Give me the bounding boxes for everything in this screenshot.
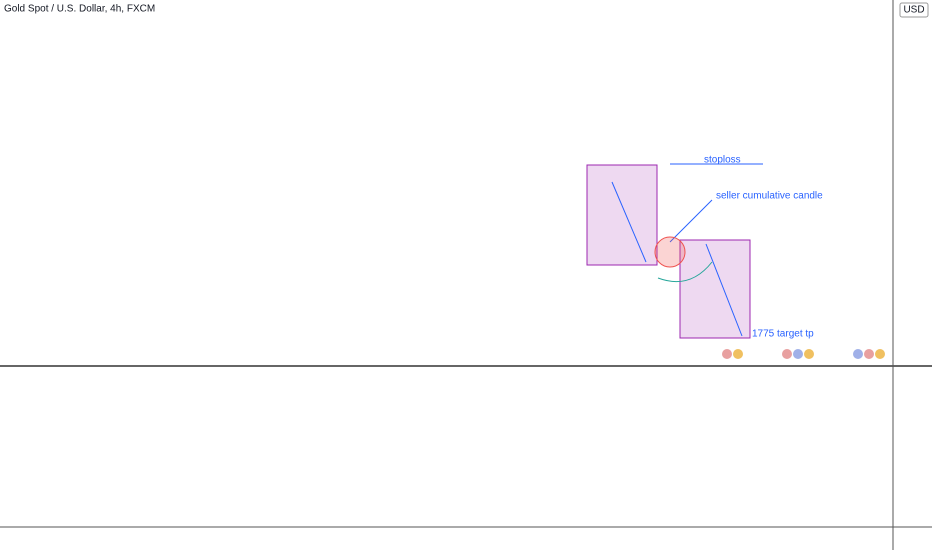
arrow [705, 243, 743, 337]
sell-zone [586, 164, 658, 266]
event-icons [722, 349, 885, 359]
arrow [669, 199, 713, 243]
currency: USD [903, 5, 924, 16]
annotation: 1775 target tp [752, 329, 814, 340]
currency-box [899, 2, 929, 18]
chart-title: Gold Spot / U.S. Dollar, 4h, FXCM [4, 4, 155, 15]
arrow [611, 181, 647, 263]
highlight [654, 236, 686, 268]
annotation: seller cumulative candle [716, 191, 823, 202]
target-zone [679, 239, 751, 339]
curve [657, 261, 713, 283]
annotation: stoploss [704, 155, 741, 166]
